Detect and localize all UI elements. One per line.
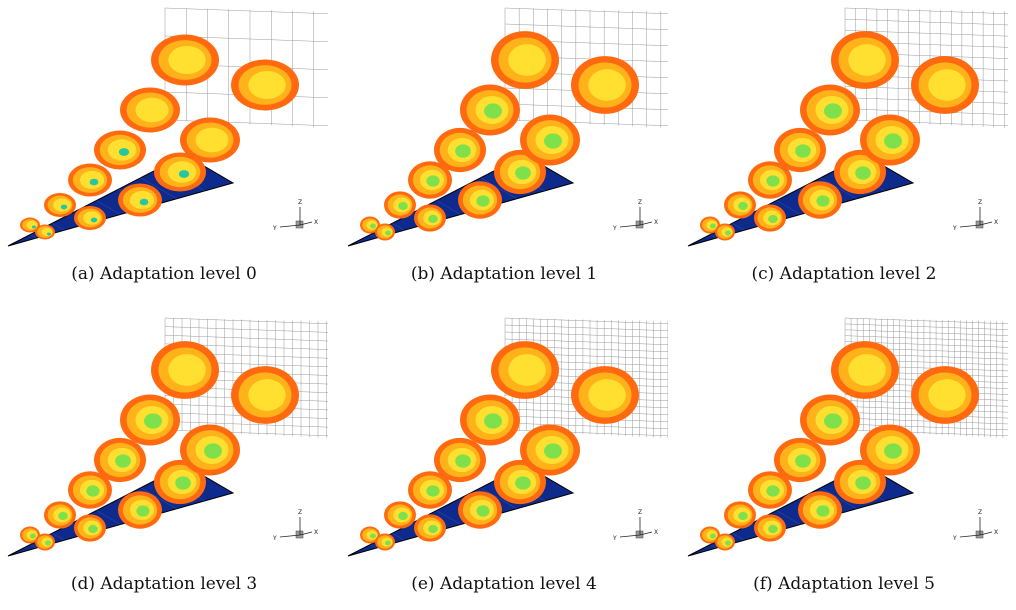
- figure-panel: Z Y X (b) Adaptation level 1: [340, 0, 668, 300]
- vortex-contours: [700, 341, 979, 551]
- y-axis-label: Y: [952, 535, 957, 542]
- x-axis-label: X: [654, 219, 658, 226]
- vortex-contours: [20, 34, 299, 240]
- axis-triad: Z Y X: [612, 199, 658, 232]
- z-axis-label: Z: [638, 199, 642, 206]
- panel-caption: (e) Adaptation level 4: [411, 574, 597, 594]
- y-axis-label: Y: [612, 225, 617, 232]
- figure-panel: Z Y X (a) Adaptation level 0: [0, 0, 328, 300]
- y-axis-label: Y: [952, 225, 957, 232]
- x-axis-label: X: [654, 529, 658, 536]
- panel-caption: (c) Adaptation level 2: [751, 264, 937, 284]
- axis-triad: Z Y X: [272, 199, 318, 232]
- vortex-contours: [700, 31, 979, 241]
- contour-plot: Z Y X: [687, 7, 1008, 247]
- axis-triad: Z Y X: [612, 509, 658, 542]
- figure-panel: Z Y X (f) Adaptation level 5: [680, 310, 1008, 610]
- figure-panel: Z Y X (d) Adaptation level 3: [0, 310, 328, 610]
- z-axis-label: Z: [298, 509, 302, 516]
- panel-caption: (d) Adaptation level 3: [70, 574, 258, 594]
- z-axis-label: Z: [638, 509, 642, 516]
- axis-triad: Z Y X: [952, 199, 998, 232]
- contour-plot: Z Y X: [687, 317, 1008, 557]
- y-axis-label: Y: [612, 535, 617, 542]
- y-axis-label: Y: [272, 535, 277, 542]
- figure-panel: Z Y X (e) Adaptation level 4: [340, 310, 668, 610]
- x-axis-label: X: [314, 529, 318, 536]
- x-axis-label: X: [994, 219, 998, 226]
- contour-plot: Z Y X: [7, 7, 328, 247]
- vortex-contours: [360, 31, 639, 241]
- vortex-contours: [20, 341, 299, 551]
- x-axis-label: X: [314, 219, 318, 226]
- panel-caption: (a) Adaptation level 0: [71, 264, 257, 284]
- z-axis-label: Z: [298, 199, 302, 206]
- z-axis-label: Z: [978, 199, 982, 206]
- figure-panel: Z Y X (c) Adaptation level 2: [680, 0, 1008, 300]
- panel-caption: (f) Adaptation level 5: [753, 574, 935, 594]
- axis-triad: Z Y X: [952, 509, 998, 542]
- contour-plot: Z Y X: [347, 7, 668, 247]
- panel-caption: (b) Adaptation level 1: [410, 264, 598, 284]
- z-axis-label: Z: [978, 509, 982, 516]
- x-axis-label: X: [994, 529, 998, 536]
- contour-plot: Z Y X: [7, 317, 328, 557]
- contour-plot: Z Y X: [347, 317, 668, 557]
- axis-triad: Z Y X: [272, 509, 318, 542]
- vortex-contours: [360, 341, 639, 551]
- y-axis-label: Y: [272, 225, 277, 232]
